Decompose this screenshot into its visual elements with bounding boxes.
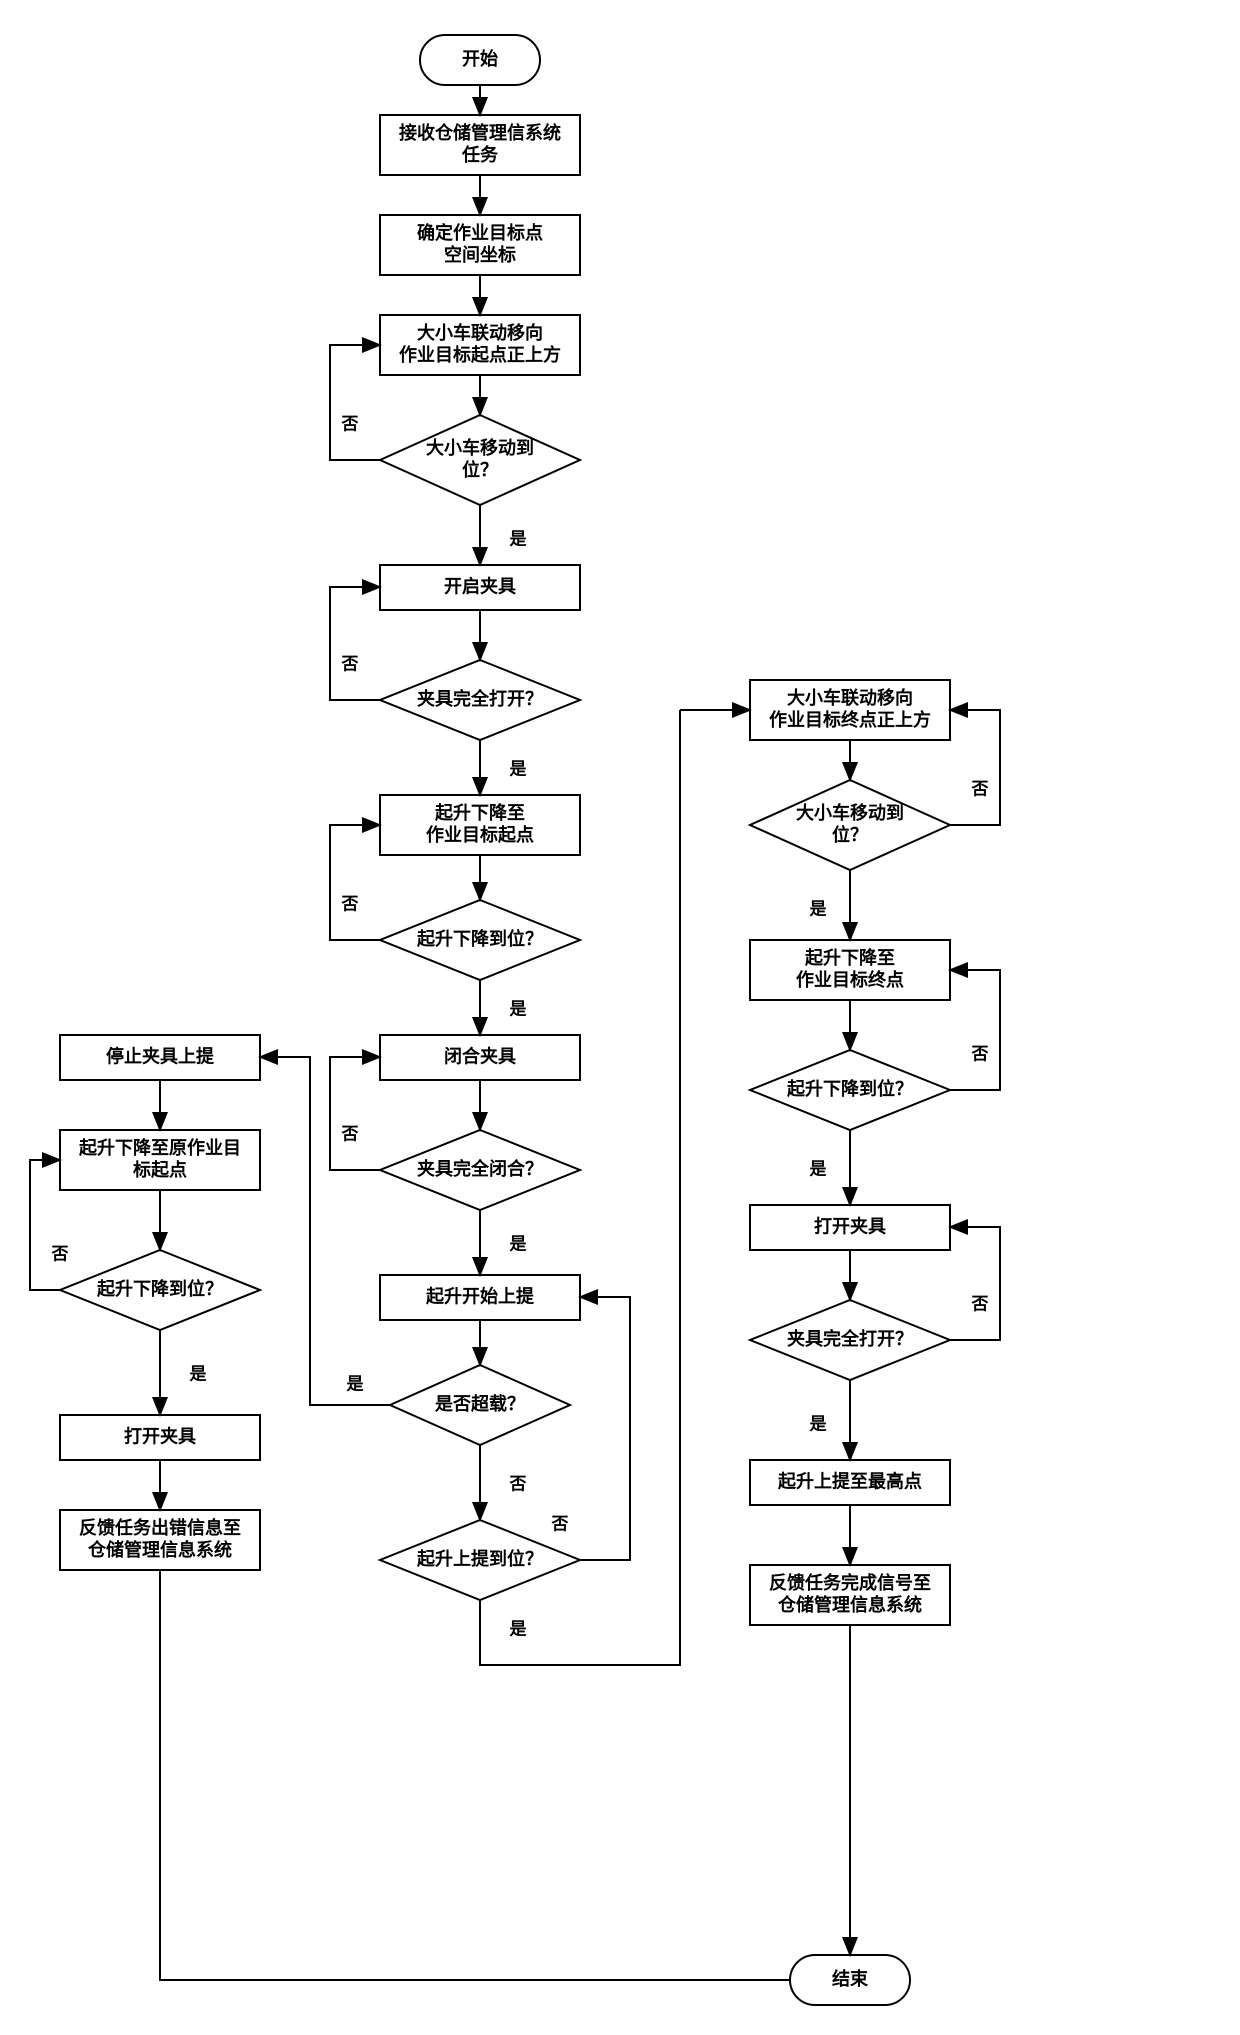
edge-11	[330, 825, 380, 940]
svg-text:起升下降到位？: 起升下降到位？	[786, 1078, 913, 1099]
svg-text:大小车移动到: 大小车移动到	[796, 802, 904, 823]
svg-text:空间坐标: 空间坐标	[444, 244, 516, 265]
svg-text:是: 是	[810, 899, 827, 918]
svg-text:结束: 结束	[832, 1968, 869, 1989]
svg-text:起升上提到位？: 起升上提到位？	[416, 1548, 543, 1569]
svg-text:大小车联动移向: 大小车联动移向	[417, 322, 543, 343]
svg-text:起升下降至原作业目: 起升下降至原作业目	[78, 1137, 241, 1158]
svg-text:是: 是	[190, 1364, 207, 1383]
svg-text:夹具完全打开？: 夹具完全打开？	[417, 688, 543, 709]
svg-text:任务: 任务	[461, 144, 499, 165]
svg-text:是: 是	[347, 1374, 364, 1393]
svg-text:否: 否	[341, 414, 359, 433]
svg-text:否: 否	[971, 779, 989, 798]
edge-5	[330, 345, 380, 460]
svg-text:起升下降到位？: 起升下降到位？	[416, 928, 543, 949]
edge-26	[160, 1570, 790, 1980]
svg-text:打开夹具: 打开夹具	[124, 1425, 196, 1446]
svg-text:否: 否	[509, 1474, 527, 1493]
flowchart: 开始结束接收仓储管理信系统任务确定作业目标点空间坐标大小车联动移向作业目标起点正…	[20, 20, 1220, 2015]
svg-text:夹具完全闭合？: 夹具完全闭合？	[417, 1158, 543, 1179]
svg-text:否: 否	[51, 1244, 69, 1263]
edge-16	[260, 1057, 390, 1405]
svg-text:是: 是	[510, 999, 527, 1018]
svg-text:接收仓储管理信系统: 接收仓储管理信系统	[399, 122, 561, 143]
svg-text:是: 是	[810, 1414, 827, 1433]
svg-text:作业目标终点正上方: 作业目标终点正上方	[769, 709, 931, 730]
svg-text:位？: 位？	[462, 459, 498, 480]
svg-text:是否超载？: 是否超载？	[434, 1393, 525, 1414]
svg-text:否: 否	[341, 1124, 359, 1143]
svg-text:起升下降至: 起升下降至	[434, 802, 525, 823]
edge-24	[30, 1160, 60, 1290]
svg-text:位？: 位？	[832, 824, 868, 845]
edge-32	[950, 970, 1000, 1090]
edge-14	[330, 1057, 380, 1170]
svg-text:闭合夹具: 闭合夹具	[444, 1045, 516, 1066]
svg-text:作业目标起点正上方: 作业目标起点正上方	[399, 344, 561, 365]
svg-text:是: 是	[810, 1159, 827, 1178]
svg-text:否: 否	[971, 1294, 989, 1313]
svg-text:反馈任务完成信号至: 反馈任务完成信号至	[769, 1572, 931, 1593]
svg-text:停止夹具上提: 停止夹具上提	[106, 1045, 215, 1066]
svg-text:起升下降到位？: 起升下降到位？	[96, 1278, 223, 1299]
svg-text:起升下降至: 起升下降至	[804, 947, 895, 968]
svg-text:否: 否	[551, 1514, 569, 1533]
svg-text:否: 否	[341, 654, 359, 673]
svg-text:打开夹具: 打开夹具	[814, 1215, 886, 1236]
edge-29	[950, 710, 1000, 825]
svg-text:是: 是	[510, 529, 527, 548]
svg-text:确定作业目标点: 确定作业目标点	[417, 222, 543, 243]
svg-text:大小车联动移向: 大小车联动移向	[787, 687, 913, 708]
svg-text:标起点: 标起点	[132, 1159, 187, 1180]
svg-text:开启夹具: 开启夹具	[444, 575, 516, 596]
svg-text:否: 否	[971, 1044, 989, 1063]
svg-text:是: 是	[510, 759, 527, 778]
svg-text:否: 否	[341, 894, 359, 913]
svg-text:是: 是	[510, 1234, 527, 1253]
edge-18	[580, 1297, 630, 1560]
svg-text:作业目标起点: 作业目标起点	[426, 824, 534, 845]
edge-35	[950, 1227, 1000, 1340]
svg-text:仓储管理信息系统: 仓储管理信息系统	[87, 1539, 232, 1560]
svg-text:夹具完全打开？: 夹具完全打开？	[787, 1328, 913, 1349]
svg-text:是: 是	[510, 1619, 527, 1638]
svg-text:大小车移动到: 大小车移动到	[426, 437, 534, 458]
svg-text:起升上提至最高点: 起升上提至最高点	[777, 1470, 922, 1491]
svg-text:反馈任务出错信息至: 反馈任务出错信息至	[79, 1517, 241, 1538]
edge-8	[330, 587, 380, 700]
svg-text:仓储管理信息系统: 仓储管理信息系统	[777, 1594, 922, 1615]
svg-text:起升开始上提: 起升开始上提	[425, 1285, 535, 1306]
svg-text:作业目标终点: 作业目标终点	[796, 969, 904, 990]
svg-text:开始: 开始	[462, 48, 498, 69]
